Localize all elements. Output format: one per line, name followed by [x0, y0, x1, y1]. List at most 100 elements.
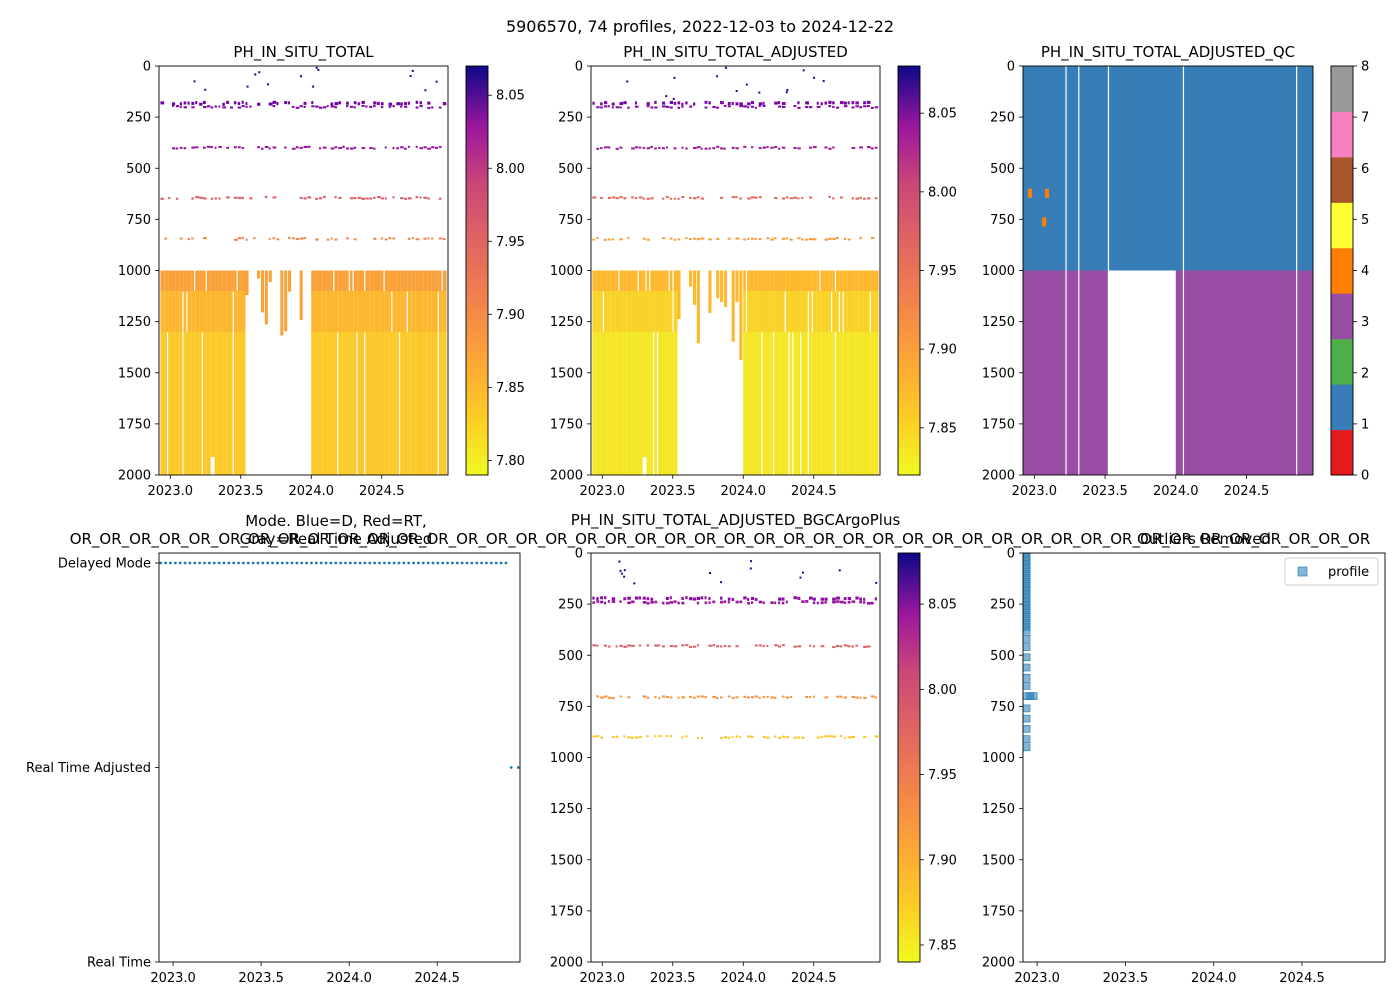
heatmap-cell	[193, 80, 196, 83]
y-tick-label: 1000	[550, 751, 583, 766]
mode-marker	[339, 561, 343, 565]
colorbar-tick-label: 0	[1361, 469, 1369, 484]
heatmap-cell	[380, 270, 384, 292]
heatmap-cell	[677, 696, 680, 699]
heatmap-cell	[291, 237, 295, 240]
heatmap-cell	[863, 601, 866, 604]
heatmap-cell	[673, 238, 677, 241]
panel-ph-adjusted-qc: PH_IN_SITU_TOTAL_ADJUSTED_QC 2023.0 2023.…	[982, 43, 1369, 499]
heatmap-cell	[847, 238, 851, 241]
heatmap-cell	[758, 102, 763, 106]
heatmap-cell	[615, 147, 619, 150]
heatmap-cell	[318, 106, 323, 109]
heatmap-cell	[187, 270, 192, 292]
heatmap-cell	[727, 101, 731, 106]
heatmap-cell	[654, 331, 657, 475]
heatmap-cell	[774, 735, 777, 738]
heatmap-cell	[816, 290, 821, 333]
heatmap-cell	[266, 83, 269, 86]
heatmap-cell	[179, 146, 183, 149]
heatmap-cell	[758, 290, 763, 333]
heatmap-cell	[164, 290, 169, 333]
heatmap-cell	[866, 104, 870, 108]
heatmap-cell	[206, 270, 211, 292]
heatmap-cell	[222, 270, 227, 292]
heatmap-cell	[785, 290, 790, 333]
heatmap-cell	[832, 237, 836, 240]
legend-label: profile	[1328, 565, 1369, 580]
heatmap-cell	[384, 331, 389, 475]
heatmap-cell	[615, 106, 620, 109]
heatmap-cell	[615, 270, 619, 292]
heatmap-cell	[373, 101, 377, 105]
heatmap-cell	[199, 290, 203, 333]
mode-marker	[188, 561, 192, 565]
heatmap-cell	[291, 105, 295, 108]
heatmap-cell	[233, 196, 238, 199]
heatmap-cell	[642, 695, 647, 698]
heatmap-cell	[411, 237, 414, 240]
heatmap-cell	[828, 290, 831, 333]
heatmap-cell	[388, 105, 392, 108]
heatmap-cell	[318, 290, 323, 333]
heatmap-cell	[168, 290, 173, 333]
panel-bgcargoplus: PH_IN_SITU_TOTAL_ADJUSTED_BGCArgoPlus 20…	[550, 511, 957, 986]
mode-marker	[305, 561, 308, 565]
heatmap-cell	[600, 290, 603, 333]
heatmap-cell	[623, 575, 626, 578]
heatmap-cell	[689, 645, 693, 648]
heatmap-cell	[866, 290, 870, 333]
heatmap-cell	[431, 290, 435, 333]
heatmap-cell	[781, 695, 785, 698]
heatmap-cell	[735, 237, 740, 240]
heatmap-cell	[750, 735, 754, 738]
heatmap-cell	[600, 102, 603, 106]
heatmap-cell	[805, 695, 809, 699]
x-tick-label: 2024.0	[289, 484, 335, 499]
heatmap-cell	[315, 105, 319, 108]
heatmap-cell	[627, 601, 631, 605]
panel-title: PH_IN_SITU_TOTAL_ADJUSTED_QC	[1041, 43, 1295, 62]
y-axis: 0 250 500 750 1000 1250 1500 1750 2000	[982, 60, 1023, 484]
y-tick-label: 1250	[118, 315, 151, 330]
heatmap-cell	[820, 601, 824, 605]
heatmap-cell	[638, 270, 643, 292]
heatmap-cell	[404, 270, 408, 292]
heatmap-cell	[762, 290, 767, 333]
heatmap-cell	[793, 736, 797, 739]
heatmap-cell	[824, 238, 829, 241]
heatmap-cell	[700, 737, 703, 740]
y-tick-label: 1000	[982, 751, 1015, 766]
heatmap-cell	[214, 290, 219, 333]
heatmap-cell	[696, 596, 701, 600]
heatmap-cell	[611, 290, 616, 333]
heatmap-cell	[778, 290, 782, 333]
heatmap-cell	[349, 331, 354, 475]
heatmap-cell	[334, 270, 339, 292]
heatmap-cell	[820, 645, 825, 648]
heatmap-cell	[828, 147, 832, 150]
heatmap-cell	[692, 197, 697, 200]
mode-marker	[193, 561, 197, 565]
heatmap-cell	[272, 196, 277, 199]
heatmap-cell	[168, 331, 173, 475]
heatmap-cell	[785, 331, 789, 475]
heatmap-cell	[692, 597, 697, 601]
heatmap-cell	[654, 270, 659, 292]
heatmap-cell	[631, 600, 635, 604]
heatmap-cell	[793, 270, 798, 292]
heatmap-cell	[665, 290, 670, 333]
heatmap-cell	[863, 331, 867, 475]
heatmap-cell	[392, 270, 397, 292]
heatmap-cell	[692, 696, 696, 699]
heatmap-cell	[836, 236, 839, 239]
heatmap-cell	[407, 237, 411, 240]
heatmap-cell	[859, 237, 862, 240]
heatmap-cell	[369, 331, 374, 475]
heatmap-cell	[218, 290, 223, 333]
heatmap-cell	[311, 101, 314, 105]
heatmap-cell	[600, 106, 603, 109]
heatmap-cell	[288, 270, 292, 292]
x-tick-label: 2023.0	[580, 484, 626, 499]
heatmap-cell	[611, 102, 615, 106]
